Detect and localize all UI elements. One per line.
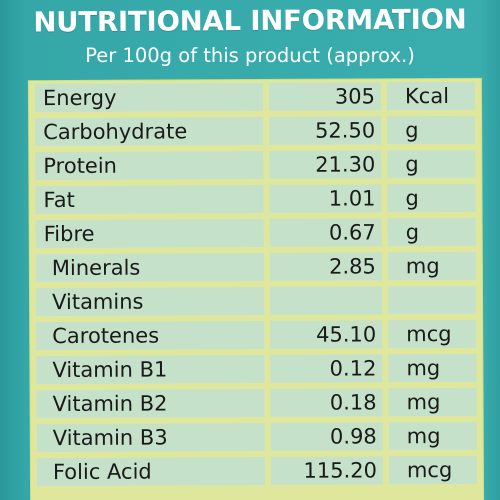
table-row: Folic Acid 115.20 mcg [31,453,483,489]
label-subtitle: Per 100g of this product (approx.) [85,44,415,67]
nutrient-unit: g [387,149,476,179]
nutrient-value: 115.20 [270,456,384,485]
nutrient-unit [387,285,477,315]
nutrient-value: 0.18 [270,388,383,417]
table-row: Protein 21.30 g [29,147,481,183]
nutrient-name: Vitamins [35,286,265,317]
nutrient-value: 52.50 [269,116,382,145]
nutrient-name: Fibre [35,218,264,249]
nutrient-value: 45.10 [270,320,383,349]
nutrient-value: 0.98 [270,422,383,451]
table-row: Vitamin B3 0.98 mg [31,419,483,455]
nutrient-name: Fat [35,184,264,215]
nutrient-value: 305 [268,82,382,111]
table-row: Minerals 2.85 mg [30,249,482,285]
table-row: Carotenes 45.10 mcg [30,317,482,353]
nutrient-name: Carbohydrate [35,116,264,147]
table-row: Fibre 0.67 g [30,215,482,251]
label-title: NUTRITIONAL INFORMATION [33,3,467,39]
nutrient-value: 21.30 [269,150,382,179]
nutrient-value: 1.01 [269,184,382,213]
nutrient-unit: g [387,217,476,247]
nutrient-name: Minerals [35,252,264,283]
nutrient-value [269,286,383,315]
nutrient-unit: mg [388,353,477,383]
table-row: Vitamins [30,283,482,319]
nutrient-unit: mg [388,387,477,417]
nutrient-unit: mcg [388,455,478,485]
nutrient-name: Folic Acid [36,456,266,487]
nutrient-unit: mg [388,421,477,451]
nutrient-unit: mcg [388,319,477,349]
nutrition-table: Energy 305 Kcal Carbohydrate 52.50 g Pro… [28,78,484,500]
nutrient-name: Vitamin B1 [36,354,265,385]
table-row: Energy 305 Kcal [29,79,481,115]
table-row: Vitamin B1 0.12 mg [30,351,482,387]
nutrient-unit: g [387,115,476,145]
nutrient-value: 0.12 [270,354,383,383]
nutrient-name: Vitamin B2 [36,388,265,419]
nutrient-name: Energy [34,82,264,113]
nutrient-name: Protein [35,150,264,181]
nutrient-name: Vitamin B3 [36,422,265,453]
table-row: Fat 1.01 g [29,181,481,217]
nutrient-unit: Kcal [386,81,476,111]
nutrient-value: 2.85 [269,252,382,281]
table-row: Vitamin B2 0.18 mg [31,385,483,421]
nutrient-value: 0.67 [269,218,382,247]
nutrient-name: Carotenes [36,320,265,351]
nutrient-unit: g [387,183,476,213]
table-row: Carbohydrate 52.50 g [29,113,481,149]
nutrient-unit: mg [387,251,476,281]
